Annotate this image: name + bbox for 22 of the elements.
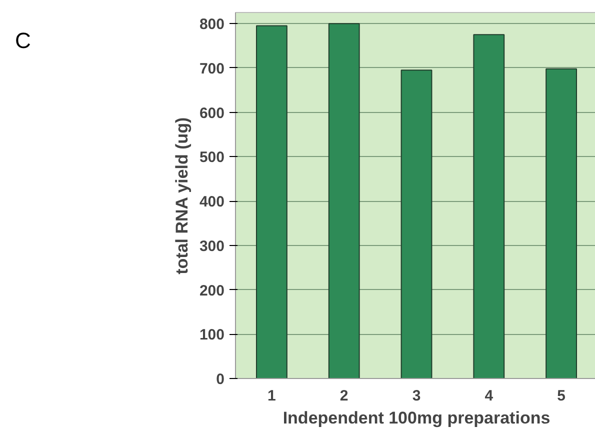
x-tick-label: 2	[340, 388, 348, 404]
y-tick-label: 200	[199, 282, 225, 300]
y-axis-title: total RNA yield (ug)	[172, 117, 192, 274]
y-tick-label: 500	[199, 149, 225, 166]
bar	[473, 34, 505, 378]
y-tick-label: 700	[199, 60, 225, 78]
text: C	[15, 27, 31, 55]
y-tick-label: 100	[199, 326, 225, 344]
x-tick-label: 5	[557, 388, 566, 404]
x-tick-label: 3	[412, 388, 421, 404]
y-tick-label: 600	[199, 104, 225, 122]
y-tick-label: 300	[199, 238, 225, 255]
x-tick-label: 4	[484, 388, 494, 404]
x-axis-title: Independent 100mg preparations	[282, 408, 550, 428]
y-tick-label: 800	[199, 16, 225, 34]
bar	[400, 70, 432, 378]
bar	[546, 68, 578, 378]
y-tick-label: 400	[199, 194, 225, 211]
y-tick-label: 0	[216, 371, 224, 388]
bar	[256, 25, 288, 378]
x-tick-label: 1	[268, 388, 276, 404]
bar	[328, 23, 360, 378]
